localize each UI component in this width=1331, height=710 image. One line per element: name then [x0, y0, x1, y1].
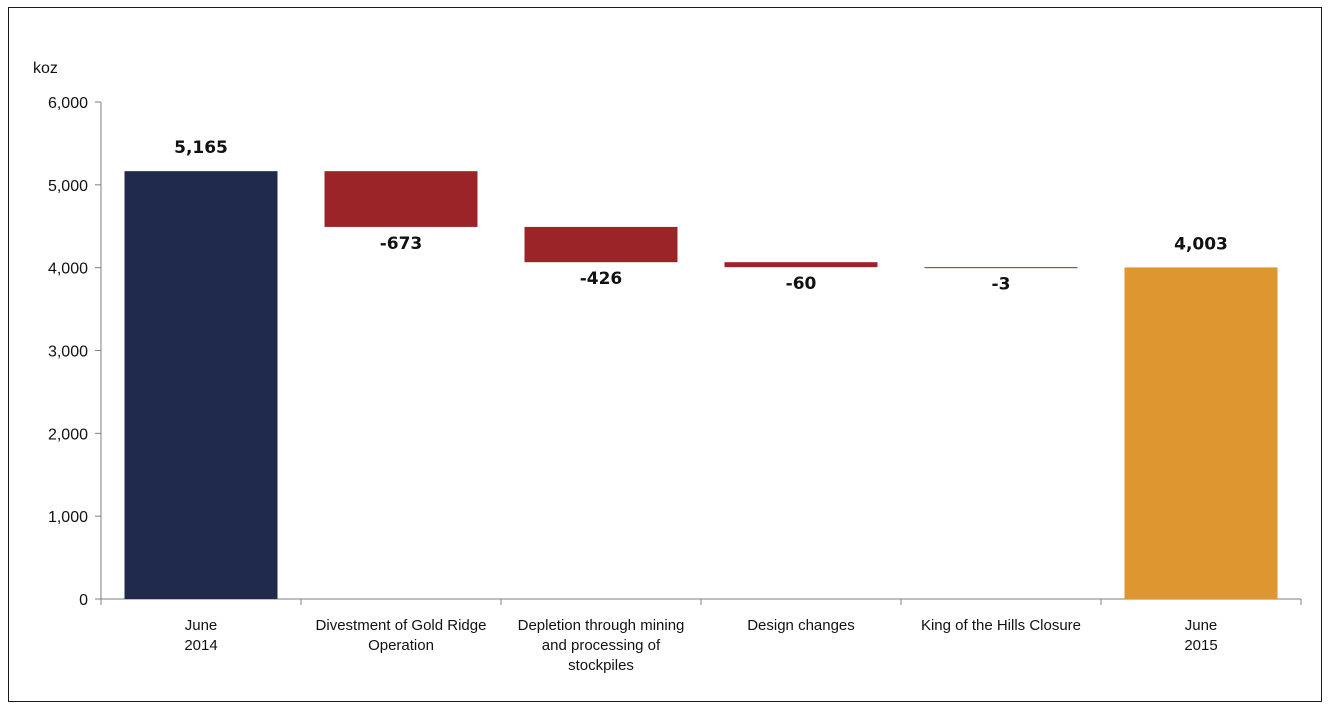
bar [724, 262, 878, 268]
y-tick-label: 6,000 [48, 95, 88, 112]
category-label: June [1185, 617, 1218, 634]
y-tick-label: 0 [79, 592, 88, 609]
category-label: June [185, 617, 218, 634]
data-label: -60 [786, 274, 817, 294]
y-tick-label: 5,000 [48, 178, 88, 195]
category-label: 2015 [1184, 637, 1217, 654]
data-label: -673 [380, 234, 423, 254]
bar [924, 267, 1078, 269]
data-label: -426 [580, 269, 623, 289]
category-label: King of the Hills Closure [921, 617, 1081, 634]
bar [524, 226, 678, 263]
bar [124, 171, 278, 599]
category-label: Divestment of Gold Ridge [316, 617, 487, 634]
y-tick-label: 3,000 [48, 344, 88, 361]
category-label: and processing of [542, 637, 661, 654]
y-tick-label: 4,000 [48, 261, 88, 278]
category-label: Operation [368, 637, 434, 654]
data-label: 4,003 [1174, 234, 1228, 254]
category-label: stockpiles [568, 657, 634, 674]
bar [1124, 267, 1278, 599]
category-label: Design changes [747, 617, 855, 634]
category-label: 2014 [184, 637, 217, 654]
data-label: 5,165 [174, 138, 228, 158]
category-label: Depletion through mining [518, 617, 685, 634]
data-label: -3 [992, 274, 1011, 294]
bar [324, 171, 478, 227]
y-unit-label: koz [33, 60, 58, 77]
y-tick-label: 2,000 [48, 426, 88, 443]
y-tick-label: 1,000 [48, 509, 88, 526]
